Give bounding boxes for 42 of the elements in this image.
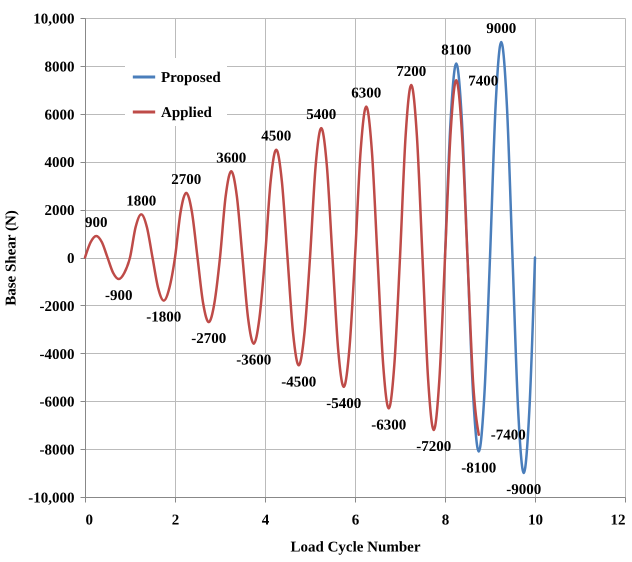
- x-tick-label: 6: [352, 512, 360, 528]
- y-tick-label: -10,000: [28, 490, 74, 506]
- annotation: 5400: [306, 107, 336, 124]
- y-tick-label: 4000: [44, 155, 74, 172]
- annotation: -5400: [326, 396, 362, 412]
- annotation: -9000: [506, 482, 542, 498]
- x-tick-label: 8: [442, 512, 450, 528]
- annotation: 900: [85, 214, 108, 231]
- x-tick-label: 4: [262, 512, 270, 528]
- annotation: 8100: [441, 42, 472, 59]
- annotation: -900: [105, 288, 132, 304]
- x-tick-label: 10: [528, 512, 543, 528]
- y-tick-label: -4000: [40, 346, 74, 363]
- y-tick-label: 10,000: [33, 12, 74, 28]
- annotation: -6300: [371, 417, 406, 434]
- y-tick-label: -8000: [40, 442, 74, 459]
- x-tick-label: 0: [86, 512, 93, 528]
- annotation: 2700: [171, 172, 202, 188]
- annotation: 9000: [486, 20, 516, 37]
- annotation: -4500: [281, 374, 316, 390]
- y-tick-label: -2000: [40, 298, 74, 315]
- y-tick-label: -6000: [40, 394, 74, 411]
- annotation: 1800: [126, 193, 156, 210]
- y-axis-title: Base Shear (N): [3, 210, 20, 306]
- annotation: -2700: [191, 331, 226, 348]
- x-axis-title: Load Cycle Number: [290, 540, 421, 556]
- x-tick-label: 2: [172, 512, 180, 528]
- annotation: 3600: [216, 150, 246, 166]
- y-tick-label: 0: [67, 251, 74, 267]
- legend-label: Applied: [161, 105, 213, 121]
- y-tick-label: 2000: [44, 203, 74, 220]
- x-tick-label: 12: [610, 512, 626, 528]
- annotation: 4500: [261, 128, 292, 145]
- annotation: -1800: [146, 310, 182, 326]
- annotation: 6300: [351, 86, 382, 102]
- annotation: -7200: [416, 438, 452, 455]
- y-tick-label: 6000: [44, 107, 74, 124]
- annotation: 7200: [396, 64, 426, 80]
- annotation: -3600: [236, 352, 272, 369]
- legend-label: Proposed: [161, 70, 222, 86]
- annotation: -8100: [461, 460, 496, 476]
- y-tick-label: 8000: [44, 59, 74, 76]
